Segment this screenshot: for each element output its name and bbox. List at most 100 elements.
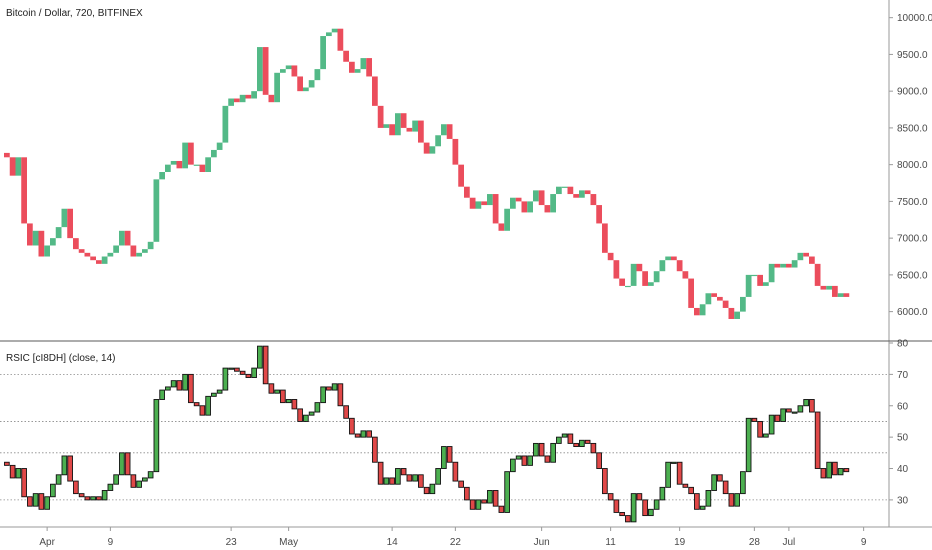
rsi-bar (136, 480, 142, 488)
rsi-bar (9, 464, 16, 479)
price-bar (44, 245, 50, 257)
rsi-bar (607, 493, 614, 501)
time-tick-label: 23 (226, 537, 238, 548)
rsi-bar (165, 386, 171, 391)
price-bar (326, 32, 332, 37)
rsi-bar (441, 446, 447, 469)
price-bar (418, 120, 424, 143)
rsi-tick-label: 50 (897, 433, 909, 444)
price-bar (596, 205, 602, 224)
rsi-bar (538, 442, 545, 457)
rsi-bar (423, 486, 430, 495)
rsi-bar (694, 493, 700, 510)
rsi-bar (205, 395, 211, 416)
rsi-bar (446, 446, 453, 463)
rsi-bar (688, 486, 694, 495)
rsi-bar (418, 474, 424, 488)
rsi-bar (354, 433, 361, 438)
rsi-bar (642, 499, 648, 517)
rsi-bar (826, 461, 832, 479)
rsi-bar (32, 493, 39, 507)
rsi-bar (308, 411, 315, 416)
rsi-bar (481, 499, 487, 504)
time-tick-label: May (279, 537, 298, 548)
rsi-bar (360, 430, 367, 438)
price-bar (50, 238, 56, 246)
rsi-bar (349, 417, 355, 435)
rsi-bar (648, 508, 654, 517)
price-bar (268, 94, 275, 103)
rsi-bar (768, 414, 775, 435)
rsi-bar (671, 461, 677, 464)
price-axis-ticks: 6000.0 6500.0 7000.0 7500.0 8000.0 8500.0 9000… (889, 13, 932, 318)
price-bar (694, 307, 700, 316)
time-tick-label: Apr (39, 537, 55, 548)
rsi-bar (728, 493, 735, 507)
price-bar (504, 208, 510, 231)
rsi-tick-label: 40 (897, 464, 909, 475)
price-bar (602, 223, 608, 253)
price-tick-label: 7000.0 (897, 234, 928, 245)
rsi-bar (625, 515, 631, 523)
price-panel-title: Bitcoin / Dollar, 720, BITFINEX (6, 8, 143, 19)
rsi-bar (573, 442, 579, 448)
price-bar (814, 263, 821, 286)
rsi-bar (84, 496, 91, 501)
rsi-bar (251, 367, 257, 378)
price-bar (239, 94, 246, 103)
price-bar (251, 91, 257, 99)
price-bar (412, 120, 418, 132)
price-bar (498, 223, 505, 231)
rsi-bar (90, 496, 96, 501)
price-bar (791, 260, 798, 268)
rsi-bar (797, 405, 804, 413)
price-bar (343, 50, 349, 62)
price-bar (538, 190, 545, 206)
rsi-bar (832, 461, 838, 476)
price-bar (556, 186, 562, 195)
price-bar (78, 249, 85, 253)
price-bar (510, 197, 516, 209)
price-bar (377, 105, 384, 128)
rsi-bar (395, 468, 401, 485)
price-bar (153, 179, 160, 242)
price-bar (481, 201, 487, 206)
rsi-bar (280, 389, 286, 404)
rsi-bar (257, 345, 263, 369)
rsi-bar (619, 511, 625, 517)
rsi-bar (791, 411, 798, 414)
price-bar (383, 124, 390, 128)
rsi-bar (153, 399, 160, 473)
rsi-bar (561, 433, 568, 438)
price-tick-label: 8500.0 (897, 123, 928, 134)
price-bar (584, 190, 591, 195)
time-tick-label: 11 (605, 537, 616, 548)
price-bar (262, 47, 269, 95)
time-axis-ticks: Apr 9 23 May 14 22 Jun 11 19 28 Jul 9 (39, 527, 867, 548)
rsi-tick-label: 80 (897, 339, 909, 350)
rsi-bar (527, 455, 533, 466)
price-tick-label: 8000.0 (897, 160, 928, 171)
rsi-bar (182, 373, 188, 391)
time-tick-label: 14 (387, 537, 399, 548)
price-bar (676, 260, 683, 272)
rsi-bar (320, 386, 326, 404)
rsi-bar (406, 474, 413, 482)
rsi-bar (228, 367, 234, 370)
rsi-bar (50, 483, 56, 498)
rsi-bar (751, 417, 758, 422)
price-tick-label: 6000.0 (897, 307, 928, 318)
time-tick-label: 28 (749, 537, 761, 548)
rsi-bar (630, 493, 637, 523)
price-bar (280, 69, 286, 73)
price-bar (9, 157, 16, 176)
rsi-axis-ticks: 30 40 50 60 70 80 (889, 339, 909, 506)
price-bar (705, 293, 712, 305)
price-bar (843, 293, 850, 297)
rsi-bar (734, 493, 740, 507)
rsi-bar (222, 367, 229, 391)
price-bar (27, 223, 33, 246)
rsi-bar (498, 505, 505, 513)
price-bar (101, 256, 108, 264)
